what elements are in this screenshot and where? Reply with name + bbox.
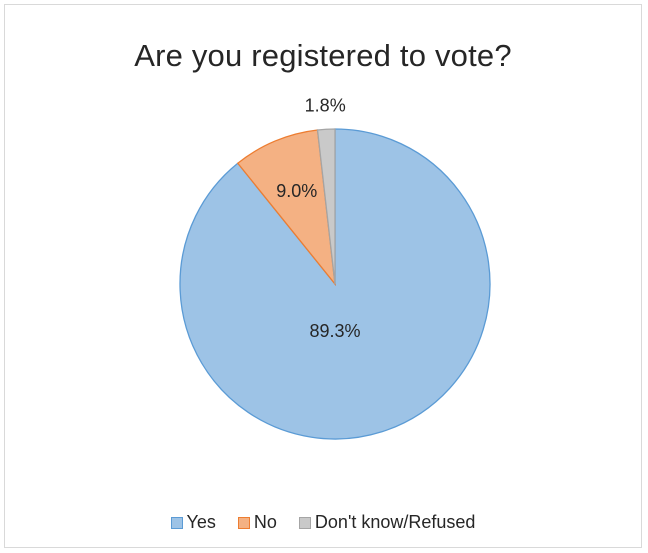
- data-label-dont-know: 1.8%: [305, 95, 346, 115]
- legend-item-yes: Yes: [170, 512, 216, 533]
- chart-legend: Yes No Don't know/Refused: [5, 512, 641, 533]
- legend-swatch-no: [237, 516, 250, 529]
- pie-chart: 89.3% 9.0% 1.8%: [179, 95, 491, 440]
- legend-swatch-dont-know: [298, 516, 311, 529]
- data-label-yes: 89.3%: [309, 321, 360, 341]
- data-label-no: 9.0%: [276, 181, 317, 201]
- legend-item-dont-know: Don't know/Refused: [298, 512, 476, 533]
- chart-frame: Are you registered to vote? 89.3% 9.0% 1.8…: [4, 4, 642, 548]
- legend-swatch-yes: [170, 516, 183, 529]
- legend-label-dont-know: Don't know/Refused: [314, 512, 476, 532]
- pie-slice-dont-know: [316, 128, 336, 285]
- legend-item-no: No: [237, 512, 277, 533]
- legend-label-no: No: [253, 512, 277, 532]
- pie-slice-no: [236, 129, 336, 287]
- legend-label-yes: Yes: [186, 512, 216, 532]
- chart-title: Are you registered to vote?: [134, 38, 512, 73]
